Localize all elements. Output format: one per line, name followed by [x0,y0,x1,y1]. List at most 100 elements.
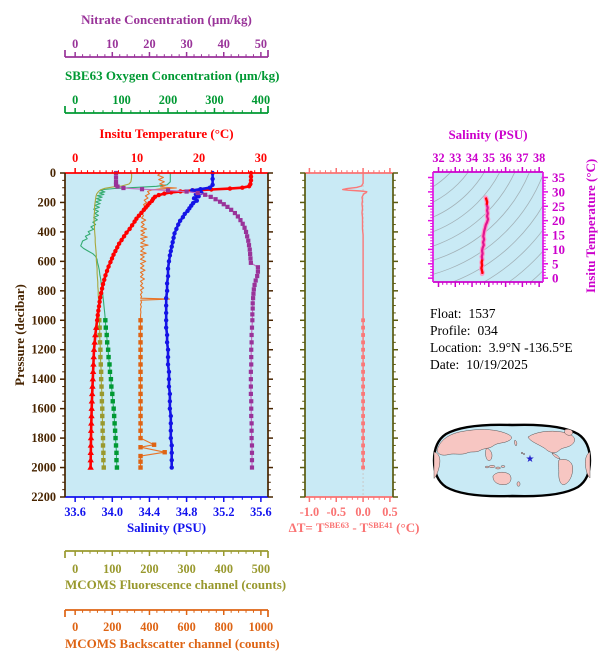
svg-text:0: 0 [72,151,78,165]
svg-text:25: 25 [552,199,566,214]
svg-text:200: 200 [38,195,56,209]
ts-plot-area [433,172,543,282]
svg-text:2200: 2200 [31,490,56,504]
svg-text:35: 35 [552,170,566,185]
svg-text:20: 20 [552,213,565,228]
svg-text:10: 10 [552,242,565,257]
svg-text:1400: 1400 [31,372,56,386]
float-id-row: Float: 1537 [430,306,573,322]
svg-text:1600: 1600 [31,402,56,416]
svg-text:32: 32 [432,151,444,165]
svg-text:-0.5: -0.5 [327,505,346,519]
svg-text:1800: 1800 [31,431,56,445]
pressure-axis-title: Pressure (decibar) [12,284,27,386]
float-location-star-icon: ★ [526,454,535,465]
svg-text:50: 50 [255,37,267,51]
svg-text:37: 37 [516,151,528,165]
svg-text:10: 10 [131,151,143,165]
date-value: 10/19/2025 [466,357,528,372]
svg-text:0: 0 [552,271,559,286]
float-info-block: Float: 1537 Profile: 034 Location: 3.9°N -1… [430,306,573,374]
location-value: 3.9°N -136.5°E [488,340,573,355]
svg-text:500: 500 [252,562,270,576]
profile-number-row: Profile: 034 [430,323,573,339]
svg-text:33.6: 33.6 [64,505,86,519]
svg-text:35.2: 35.2 [213,505,235,519]
float-id-label: Float: [430,306,462,321]
date-row: Date: 10/19/2025 [430,357,573,373]
svg-text:300: 300 [177,562,195,576]
salinity-axis-title: Salinity (PSU) [126,520,207,535]
svg-text:1000: 1000 [249,620,274,634]
svg-text:200: 200 [103,620,121,634]
series-backscatter-profile [138,172,177,470]
ts-temperature-title: Insitu Temperature (°C) [583,158,598,293]
delta-t-plot-area [305,173,393,497]
series-fluorescence-profile [93,173,133,470]
svg-text:600: 600 [177,620,195,634]
svg-text:30: 30 [180,37,192,51]
svg-text:0.0: 0.0 [355,505,370,519]
svg-text:600: 600 [38,254,56,268]
svg-text:38: 38 [533,151,545,165]
svg-text:1200: 1200 [31,343,56,357]
svg-text:5: 5 [552,256,559,271]
svg-text:0: 0 [72,93,78,107]
nitrate-axis-title: Nitrate Concentration (µm/kg) [81,12,252,27]
location-row: Location: 3.9°N -136.5°E [430,340,573,356]
delta-t-title-sup2: SBE41 [368,520,393,530]
svg-text:100: 100 [103,562,121,576]
svg-text:300: 300 [205,93,223,107]
svg-text:400: 400 [252,93,270,107]
oxygen-axis-title: SBE63 Oxygen Concentration (µm/kg) [65,68,280,83]
svg-text:15: 15 [552,228,566,243]
svg-text:400: 400 [215,562,233,576]
svg-text:35: 35 [483,151,495,165]
svg-text:800: 800 [38,284,56,298]
fluorescence-axis-title: MCOMS Fluorescence channel (counts) [65,577,287,592]
svg-text:-1.0: -1.0 [300,505,319,519]
svg-text:10: 10 [106,37,118,51]
series-nitrate-profile [113,170,261,470]
svg-text:20: 20 [143,37,155,51]
series-delta-t-profile [342,173,368,470]
svg-text:0.5: 0.5 [382,505,397,519]
svg-text:34.4: 34.4 [139,505,161,519]
delta-t-title-prefix: ΔT= T [288,520,325,535]
ts-salinity-title: Salinity (PSU) [448,127,528,142]
delta-t-title-suffix: (°C) [392,520,420,535]
profile-number-label: Profile: [430,323,471,338]
temperature-axis-title: Insitu Temperature (°C) [99,126,234,141]
series-temperature-profile [87,170,254,470]
svg-text:30: 30 [552,184,565,199]
backscatter-axis-title: MCOMS Backscatter channel (counts) [65,636,280,651]
svg-text:36: 36 [499,151,511,165]
svg-text:33: 33 [449,151,461,165]
date-label: Date: [430,357,460,372]
delta-t-title-sup1: SBE63 [324,520,350,530]
delta-t-title-mid: - T [349,520,369,535]
svg-text:0: 0 [72,37,78,51]
location-label: Location: [430,340,482,355]
svg-text:0: 0 [72,562,78,576]
svg-text:35.6: 35.6 [250,505,272,519]
ts-curve [479,195,491,277]
svg-text:400: 400 [140,620,158,634]
svg-text:34.0: 34.0 [102,505,124,519]
svg-text:0: 0 [72,620,78,634]
svg-text:40: 40 [218,37,230,51]
svg-text:20: 20 [193,151,205,165]
svg-text:100: 100 [112,93,130,107]
svg-text:800: 800 [215,620,233,634]
series-oxygen-profile [80,173,171,470]
map-landmasses [433,429,591,487]
svg-text:200: 200 [159,93,177,107]
delta-t-axis-title: ΔT= TSBE63 - TSBE41 (°C) [284,520,424,536]
svg-text:30: 30 [255,151,267,165]
svg-text:34.8: 34.8 [176,505,198,519]
svg-text:1000: 1000 [31,313,56,327]
svg-text:0: 0 [50,166,56,180]
world-map: ★ [432,423,592,498]
